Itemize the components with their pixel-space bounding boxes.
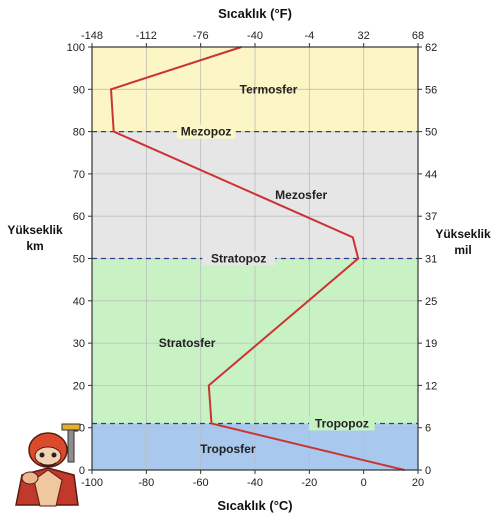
right-axis-title-line1: Yükseklik (435, 227, 491, 241)
x-tick-label-f-3: -40 (247, 30, 263, 42)
y-tick-label-mil-2: 12 (425, 380, 437, 392)
left-axis-title-line2: km (26, 239, 43, 253)
y-tick-label-km-6: 60 (73, 211, 85, 223)
y-tick-label-mil-5: 31 (425, 254, 437, 266)
boundary-label-bg-1 (202, 251, 276, 266)
y-tick-label-mil-9: 56 (425, 84, 437, 96)
top-axis-title: Sıcaklık (°F) (218, 6, 292, 21)
x-tick-label-c-2: -60 (193, 477, 209, 489)
left-axis-title-line1: Yükseklik (7, 223, 63, 237)
y-tick-label-km-9: 90 (73, 84, 85, 96)
y-tick-label-km-7: 70 (73, 169, 85, 181)
x-tick-label-f-1: -112 (136, 30, 157, 42)
layer-label-2: Mezosfer (275, 188, 327, 202)
layer-label-1: Stratosfer (159, 336, 216, 350)
y-tick-label-mil-6: 37 (425, 211, 437, 223)
x-tick-label-c-3: -40 (247, 477, 263, 489)
layer-labels: Troposfer Stratosfer Mezosfer Termosfer Trop… (159, 82, 375, 456)
y-tick-label-km-2: 20 (73, 380, 85, 392)
y-tick-label-km-8: 80 (73, 127, 85, 139)
x-tick-label-f-5: 32 (358, 30, 370, 42)
x-tick-label-f-4: -4 (304, 30, 314, 42)
axis-ticks: -100 -80 -60 -40 -20 0 20-148 -112 -76 -40 -4 32 680… (67, 30, 438, 489)
y-tick-label-km-4: 40 (73, 296, 85, 308)
x-tick-label-c-6: 20 (412, 477, 424, 489)
layer-label-3: Termosfer (240, 82, 298, 96)
y-tick-label-mil-1: 6 (425, 423, 431, 435)
boundary-label-2: Mezopoz (181, 125, 232, 139)
x-tick-label-f-6: 68 (412, 30, 424, 42)
mascot-figure (15, 423, 81, 507)
x-tick-label-c-1: -80 (138, 477, 154, 489)
boundary-label-0: Tropopoz (315, 416, 369, 430)
boundary-label-bg-2 (176, 124, 236, 139)
boundary-label-1: Stratopoz (211, 252, 266, 266)
x-tick-label-c-5: 0 (361, 477, 367, 489)
x-tick-label-f-0: -148 (81, 30, 103, 42)
y-tick-label-km-10: 100 (67, 42, 85, 54)
y-tick-label-mil-0: 0 (425, 465, 431, 477)
y-tick-label-mil-8: 50 (425, 127, 437, 139)
layer-label-0: Troposfer (200, 442, 256, 456)
y-tick-label-mil-4: 25 (425, 296, 437, 308)
y-tick-label-mil-3: 19 (425, 338, 437, 350)
y-tick-label-km-5: 50 (73, 254, 85, 266)
y-tick-label-km-3: 30 (73, 338, 85, 350)
boundary-label-bg-0 (309, 416, 375, 431)
right-axis-title-line2: mil (454, 243, 471, 257)
bottom-axis-title: Sıcaklık (°C) (217, 498, 292, 513)
x-tick-label-c-0: -100 (81, 477, 103, 489)
y-tick-label-mil-10: 62 (425, 42, 437, 54)
x-tick-label-c-4: -20 (301, 477, 317, 489)
y-tick-label-mil-7: 44 (425, 169, 437, 181)
temperature-profile-line (109, 46, 405, 471)
y-tick-label-km-0: 0 (79, 465, 85, 477)
x-tick-label-f-2: -76 (193, 30, 209, 42)
